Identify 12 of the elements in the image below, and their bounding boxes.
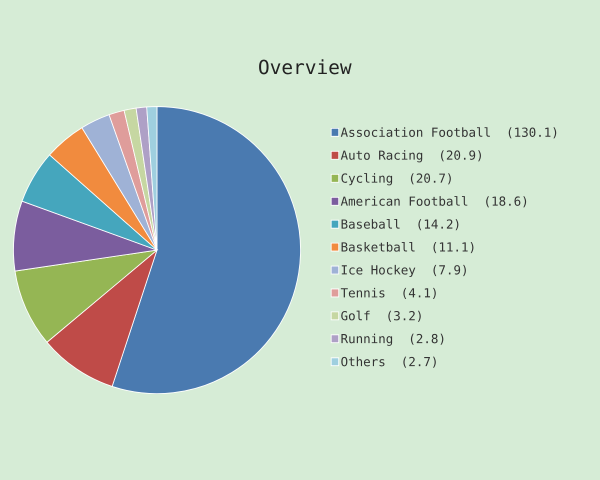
legend-label: Baseball (14.2)	[342, 219, 458, 230]
chart-title: Overview	[259, 59, 352, 74]
legend-label: Others (2.7)	[341, 356, 436, 368]
legend-label: Ice Hockey (7.9)	[342, 264, 466, 278]
legend-label: Cycling (20.7)	[341, 173, 451, 186]
legend-label: Golf (3.2)	[341, 310, 421, 322]
legend-label: Running (2.8)	[341, 334, 444, 346]
legend-label: Tennis (4.1)	[340, 288, 436, 299]
legend-label: Basketball (11.1)	[342, 242, 474, 254]
legend-label: Auto Racing (20.9)	[340, 150, 481, 162]
legend-label: Association Football (130.1)	[340, 127, 556, 138]
legend-label: American Football (18.6)	[340, 196, 526, 208]
